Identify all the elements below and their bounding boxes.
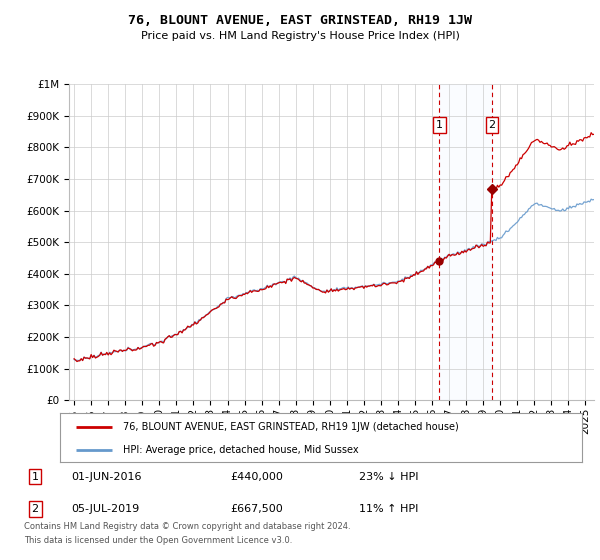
Text: 2: 2	[32, 504, 39, 514]
Text: This data is licensed under the Open Government Licence v3.0.: This data is licensed under the Open Gov…	[24, 536, 292, 545]
Text: 76, BLOUNT AVENUE, EAST GRINSTEAD, RH19 1JW (detached house): 76, BLOUNT AVENUE, EAST GRINSTEAD, RH19 …	[122, 422, 458, 432]
Bar	[439, 84, 492, 400]
Text: £440,000: £440,000	[230, 472, 283, 482]
Text: 1: 1	[32, 472, 38, 482]
Text: 1: 1	[436, 120, 443, 130]
Text: 23% ↓ HPI: 23% ↓ HPI	[359, 472, 418, 482]
Text: £667,500: £667,500	[230, 504, 283, 514]
Text: 76, BLOUNT AVENUE, EAST GRINSTEAD, RH19 1JW: 76, BLOUNT AVENUE, EAST GRINSTEAD, RH19 …	[128, 14, 472, 27]
Text: 05-JUL-2019: 05-JUL-2019	[71, 504, 140, 514]
Text: Contains HM Land Registry data © Crown copyright and database right 2024.: Contains HM Land Registry data © Crown c…	[24, 522, 350, 531]
Text: Price paid vs. HM Land Registry's House Price Index (HPI): Price paid vs. HM Land Registry's House …	[140, 31, 460, 41]
Text: 01-JUN-2016: 01-JUN-2016	[71, 472, 142, 482]
Text: 11% ↑ HPI: 11% ↑ HPI	[359, 504, 418, 514]
Text: 2: 2	[488, 120, 496, 130]
Text: HPI: Average price, detached house, Mid Sussex: HPI: Average price, detached house, Mid …	[122, 445, 358, 455]
